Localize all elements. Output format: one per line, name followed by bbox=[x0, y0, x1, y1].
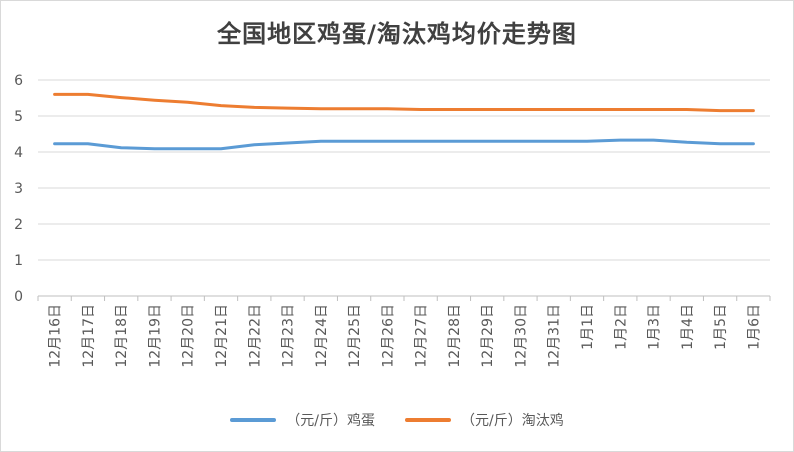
x-tick-label: 1月2日 bbox=[613, 304, 629, 350]
y-tick-label-3: 3 bbox=[14, 181, 23, 197]
y-tick-label-1: 1 bbox=[14, 253, 23, 269]
x-tick-label: 12月19日 bbox=[147, 304, 163, 368]
x-tick-label: 12月20日 bbox=[181, 304, 197, 368]
y-tick-label-4: 4 bbox=[14, 145, 23, 161]
y-tick-label-0: 0 bbox=[14, 289, 23, 305]
legend: （元/斤）鸡蛋 （元/斤）淘汰鸡 bbox=[0, 410, 794, 430]
y-tick-label-6: 6 bbox=[14, 73, 23, 89]
x-tick-label: 12月21日 bbox=[214, 304, 230, 368]
x-tick-label: 1月6日 bbox=[746, 304, 762, 350]
x-tick-label: 12月25日 bbox=[347, 304, 363, 368]
x-tick-label: 12月24日 bbox=[314, 304, 330, 368]
series-line-1 bbox=[53, 92, 755, 113]
x-tick-label: 1月3日 bbox=[647, 304, 663, 350]
series-line-0 bbox=[53, 138, 755, 151]
y-tick-label-5: 5 bbox=[14, 109, 23, 125]
x-tick-label: 12月29日 bbox=[480, 304, 496, 368]
legend-label-egg: （元/斤）鸡蛋 bbox=[286, 413, 375, 429]
x-tick-label: 12月18日 bbox=[114, 304, 130, 368]
x-tick-label: 1月4日 bbox=[680, 304, 696, 350]
legend-swatch-egg bbox=[230, 418, 277, 422]
x-tick-label: 12月31日 bbox=[547, 304, 563, 368]
legend-item-egg: （元/斤）鸡蛋 bbox=[230, 410, 375, 430]
x-tick-label: 1月5日 bbox=[713, 304, 729, 350]
x-tick-label: 12月27日 bbox=[414, 304, 430, 368]
x-tick-label: 12月22日 bbox=[247, 304, 263, 368]
legend-label-culled-hen: （元/斤）淘汰鸡 bbox=[461, 413, 564, 429]
y-tick-label-2: 2 bbox=[14, 217, 23, 233]
chart-title: 全国地区鸡蛋/淘汰鸡均价走势图 bbox=[217, 20, 577, 48]
legend-item-culled-hen: （元/斤）淘汰鸡 bbox=[405, 410, 564, 430]
x-tick-label: 12月26日 bbox=[380, 304, 396, 368]
legend-swatch-culled-hen bbox=[405, 418, 451, 422]
x-tick-label: 12月16日 bbox=[48, 304, 64, 368]
x-tick-label: 1月1日 bbox=[580, 304, 596, 350]
x-tick-label: 12月23日 bbox=[281, 304, 297, 368]
x-tick-label: 12月17日 bbox=[81, 304, 97, 368]
x-tick-label: 12月30日 bbox=[513, 304, 529, 368]
x-tick-label: 12月28日 bbox=[447, 304, 463, 368]
